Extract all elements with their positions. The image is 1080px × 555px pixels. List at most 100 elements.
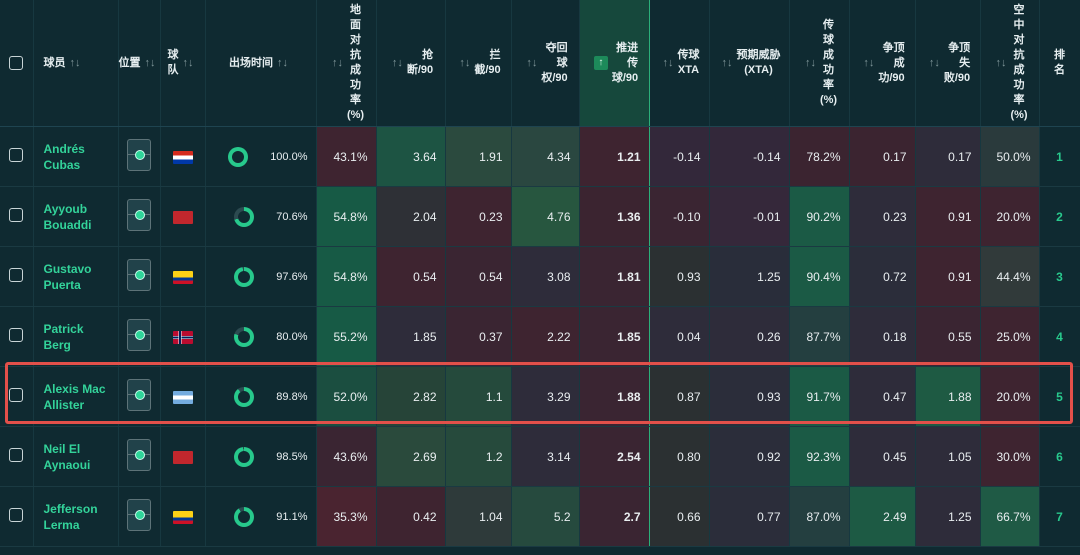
sort-icon[interactable]: ↑↓ — [391, 57, 403, 69]
col-expected-threat[interactable]: ↑↓ 预期威胁 (XTA) — [709, 0, 790, 127]
sort-icon[interactable]: ↑↓ — [721, 57, 733, 69]
sort-icon[interactable]: ↑↓ — [804, 57, 816, 69]
rank-cell: 2 — [1039, 186, 1080, 247]
select-all-checkbox[interactable] — [9, 56, 24, 70]
table-row[interactable]: Neil El Aynaoui 98.5% 43.6% 2.69 1.2 3.14 2.54… — [0, 426, 1080, 487]
stat-cell-pass_acc: 90.4% — [789, 246, 850, 307]
rank-cell: 6 — [1039, 426, 1080, 487]
sort-icon[interactable]: ↑↓ — [995, 57, 1007, 69]
stat-cell-ground: 35.3% — [316, 486, 377, 547]
row-checkbox[interactable] — [9, 388, 24, 402]
player-name-link[interactable]: Neil El Aynaoui — [43, 441, 91, 472]
player-name-link[interactable]: Gustavo Puerta — [43, 261, 92, 292]
player-name-cell[interactable]: Alexis Mac Allister — [33, 366, 119, 427]
player-name-cell[interactable]: Patrick Berg — [33, 306, 119, 367]
rank-cell: 3 — [1039, 246, 1080, 307]
minutes-cell: 89.8% — [205, 366, 317, 427]
col-pass-accuracy[interactable]: ↑↓ 传球成功率 (%) — [789, 0, 850, 127]
col-aerial-won[interactable]: ↑↓ 争顶成功/90 — [849, 0, 916, 127]
pitch-position-icon — [127, 199, 151, 231]
table-row[interactable]: Gustavo Puerta 97.6% 54.8% 0.54 0.54 3.08 1.81… — [0, 246, 1080, 307]
col-progressive-passes[interactable]: ↑ 推进传球/90 — [578, 0, 650, 127]
row-select-cell[interactable] — [0, 366, 34, 427]
sort-asc-icon[interactable]: ↑ — [593, 56, 608, 70]
sort-icon[interactable]: ↑↓ — [928, 57, 940, 69]
stat-cell-pass_xta: 0.66 — [649, 486, 710, 547]
col-team[interactable]: 球队 ↑↓ — [160, 0, 206, 127]
team-cell — [160, 486, 206, 547]
stat-cell-pass_xta: 0.87 — [649, 366, 710, 427]
stat-cell-progressive: 1.36 — [578, 186, 650, 247]
stat-cell-pass_acc: 92.3% — [789, 426, 850, 487]
col-minutes[interactable]: 出场时间 ↑↓ — [205, 0, 317, 127]
row-checkbox[interactable] — [9, 148, 24, 162]
stat-cell-aerial_rate: 30.0% — [980, 426, 1040, 487]
col-interceptions[interactable]: ↑↓ 拦截/90 — [445, 0, 512, 127]
sort-icon[interactable]: ↑↓ — [182, 57, 194, 69]
table-row[interactable]: Andrés Cubas 100.0% 43.1% 3.64 1.91 4.34 1.21-… — [0, 126, 1080, 187]
norway-flag-icon — [172, 330, 193, 344]
col-aerial-rate[interactable]: ↑↓ 空中对抗成功率 (%) — [980, 0, 1040, 127]
pitch-position-icon — [127, 379, 151, 411]
select-all-header[interactable] — [0, 0, 34, 127]
team-cell — [160, 366, 206, 427]
col-rank[interactable]: 排名 — [1039, 0, 1080, 127]
row-select-cell[interactable] — [0, 306, 34, 367]
stat-cell-aerial_lost: 0.17 — [915, 126, 981, 187]
sort-icon[interactable]: ↑↓ — [277, 57, 288, 69]
row-select-cell[interactable] — [0, 246, 34, 307]
argentina-flag-icon — [172, 390, 193, 404]
stat-cell-interceptions: 0.54 — [445, 246, 512, 307]
table-row[interactable]: Ayyoub Bouaddi 70.6% 54.8% 2.04 0.23 4.76 1.36… — [0, 186, 1080, 247]
table-row[interactable]: Patrick Berg 80.0% 55.2% 1.85 0.37 2.22 1.85 0.… — [0, 306, 1080, 367]
player-name-cell[interactable]: Ayyoub Bouaddi — [33, 186, 119, 247]
stat-cell-tackles: 2.82 — [376, 366, 446, 427]
row-select-cell[interactable] — [0, 426, 34, 487]
pitch-position-icon — [127, 499, 151, 531]
stat-cell-aerial_won: 0.45 — [849, 426, 916, 487]
stat-cell-recoveries: 3.14 — [511, 426, 580, 487]
col-ground-duels[interactable]: ↑↓ 地面对抗成功率 (%) — [316, 0, 377, 127]
stat-cell-pass_xta: -0.10 — [649, 186, 710, 247]
stat-cell-xta: -0.14 — [709, 126, 790, 187]
sort-icon[interactable]: ↑↓ — [662, 57, 674, 69]
sort-icon[interactable]: ↑↓ — [144, 57, 156, 69]
sort-icon[interactable]: ↑↓ — [863, 57, 875, 69]
col-position[interactable]: 位置 ↑↓ — [118, 0, 161, 127]
col-pass-xta[interactable]: ↑↓ 传球 XTA — [649, 0, 710, 127]
row-checkbox[interactable] — [9, 508, 24, 522]
sort-icon[interactable]: ↑↓ — [69, 57, 81, 69]
player-name-link[interactable]: Andrés Cubas — [43, 141, 85, 172]
player-name-link[interactable]: Jefferson Lerma — [43, 501, 98, 532]
col-player[interactable]: 球员 ↑↓ — [33, 0, 119, 127]
player-name-cell[interactable]: Gustavo Puerta — [33, 246, 119, 307]
col-aerial-lost[interactable]: ↑↓ 争顶失败/90 — [915, 0, 981, 127]
sort-icon[interactable]: ↑↓ — [331, 57, 343, 69]
sort-icon[interactable]: ↑↓ — [526, 57, 538, 69]
row-select-cell[interactable] — [0, 126, 34, 187]
row-select-cell[interactable] — [0, 186, 34, 247]
col-recoveries[interactable]: ↑↓ 夺回球权/90 — [511, 0, 580, 127]
team-cell — [160, 126, 206, 187]
row-checkbox[interactable] — [9, 328, 24, 342]
table-row[interactable]: Alexis Mac Allister 89.8% 52.0% 2.82 1.1 3.29… — [0, 366, 1080, 427]
sort-icon[interactable]: ↑↓ — [459, 57, 471, 69]
player-name-link[interactable]: Alexis Mac Allister — [43, 381, 106, 412]
row-checkbox[interactable] — [9, 208, 24, 222]
player-name-link[interactable]: Patrick Berg — [43, 321, 84, 352]
row-checkbox[interactable] — [9, 448, 24, 462]
row-checkbox[interactable] — [9, 268, 24, 282]
player-name-cell[interactable]: Neil El Aynaoui — [33, 426, 119, 487]
stat-cell-progressive: 2.54 — [578, 426, 650, 487]
stat-cell-ground: 43.6% — [316, 426, 377, 487]
stat-cell-interceptions: 0.23 — [445, 186, 512, 247]
player-name-link[interactable]: Ayyoub Bouaddi — [43, 201, 92, 232]
table-row[interactable]: Jefferson Lerma 91.1% 35.3% 0.42 1.04 5.2 2.7 0… — [0, 486, 1080, 547]
col-tackles[interactable]: ↑↓ 抢断/90 — [376, 0, 446, 127]
stat-cell-tackles: 2.04 — [376, 186, 446, 247]
rank-cell: 5 — [1039, 366, 1080, 427]
player-name-cell[interactable]: Jefferson Lerma — [33, 486, 119, 547]
row-select-cell[interactable] — [0, 486, 34, 547]
player-name-cell[interactable]: Andrés Cubas — [33, 126, 119, 187]
minutes-cell: 70.6% — [205, 186, 317, 247]
